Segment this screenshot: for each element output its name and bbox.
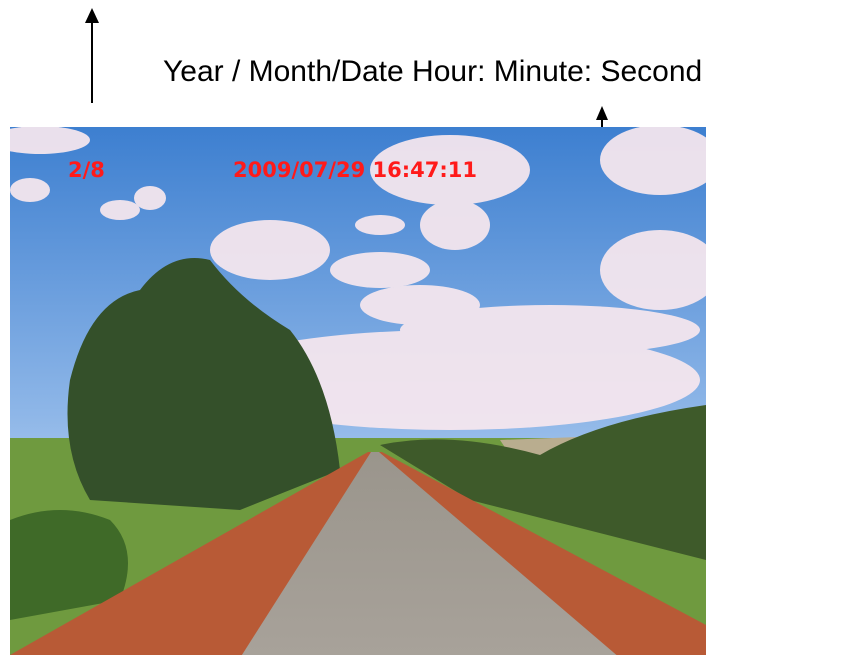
screenshot: Year / Month/Date Hour: Minute: Second bbox=[0, 0, 846, 658]
timestamp: 2009/07/29 16:47:11 bbox=[233, 158, 477, 182]
page: Year / Month/Date Hour: Minute: Second bbox=[0, 0, 846, 658]
annotation-label: Year / Month/Date Hour: Minute: Second bbox=[163, 55, 702, 88]
photo bbox=[0, 125, 720, 658]
arrow bbox=[85, 8, 99, 103]
image-counter: 2/8 bbox=[68, 158, 105, 182]
